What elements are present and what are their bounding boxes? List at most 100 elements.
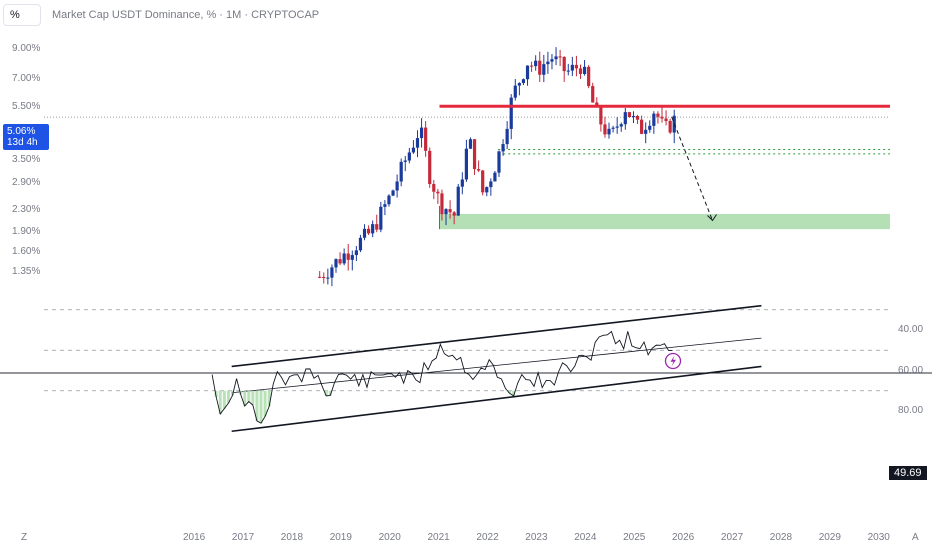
candle-body <box>452 212 456 216</box>
time-axis-label: 2028 <box>769 532 793 543</box>
candle-body <box>595 102 599 107</box>
candle-body <box>342 253 346 264</box>
candle-body <box>383 204 387 207</box>
candle-body <box>407 152 411 161</box>
candle-body <box>615 126 619 128</box>
candle-body <box>517 83 521 86</box>
candle-body <box>489 181 493 188</box>
candle-body <box>387 195 391 205</box>
candle-body <box>640 119 644 134</box>
candle-body <box>424 127 428 151</box>
candle-body <box>509 97 513 129</box>
candle-body <box>599 106 603 125</box>
candle-body <box>582 66 587 74</box>
candle-body <box>554 56 558 60</box>
chart-title: Market Cap USDT Dominance, % · 1M · CRYP… <box>52 9 320 21</box>
time-axis-label: 2020 <box>378 532 401 543</box>
candle-body <box>366 228 371 234</box>
candle-body <box>338 259 342 264</box>
candle-body <box>493 172 497 182</box>
rsi-channel-lower <box>231 304 762 368</box>
time-axis-label: 2026 <box>672 532 695 543</box>
candle-body <box>448 209 452 213</box>
candle-body <box>395 181 399 191</box>
current-price-value: 5.06% <box>7 126 36 137</box>
candle-body <box>603 124 607 135</box>
alert-bolt-glyph <box>670 355 676 367</box>
symbol-label: % <box>10 9 20 21</box>
rsi-channel-middle <box>231 337 762 394</box>
candle-body <box>607 128 611 135</box>
price-axis-label: 2.90% <box>12 176 41 188</box>
candle-body <box>497 151 501 173</box>
price-axis-label: 9.00% <box>12 43 41 55</box>
candle-body <box>652 113 656 126</box>
candle-body <box>419 127 424 139</box>
time-axis-label: 2029 <box>818 532 841 543</box>
candle-body <box>375 224 379 230</box>
time-axis-label: 2030 <box>867 532 890 543</box>
price-axis-label: 1.35% <box>12 266 41 278</box>
price-axis-label: 1.60% <box>12 246 41 258</box>
candle-body <box>546 61 550 65</box>
zoom-toggle[interactable]: Z <box>21 532 28 543</box>
candle-body <box>411 147 416 153</box>
candle-body <box>440 193 444 215</box>
candle-body <box>534 60 538 67</box>
candle-body <box>468 139 473 149</box>
rsi-channel-upper <box>231 365 762 433</box>
candle-body <box>444 209 448 215</box>
candle-body <box>415 138 420 148</box>
candle-body <box>432 184 436 192</box>
candle-body <box>627 112 631 118</box>
candle-body <box>656 113 660 117</box>
candle-body <box>334 259 338 268</box>
candle-body <box>648 125 652 130</box>
candle-body <box>460 179 464 187</box>
time-axis-label: 2022 <box>476 532 499 543</box>
candle-body <box>322 276 326 279</box>
time-axis-label: 2024 <box>574 532 597 543</box>
candle-body <box>350 255 354 260</box>
time-axis-label: 2018 <box>280 532 304 543</box>
rsi-axis-label: 40.00 <box>898 324 924 335</box>
candle-body <box>574 64 579 69</box>
time-axis-label: 2023 <box>525 532 548 543</box>
candle-body <box>358 237 363 251</box>
auto-scale-toggle[interactable]: A <box>912 532 919 543</box>
candle-body <box>371 224 375 234</box>
candle-body <box>570 64 574 71</box>
candle-body <box>505 128 509 145</box>
candle-body <box>326 277 330 279</box>
candle-body <box>550 59 554 62</box>
price-axis-label: 7.00% <box>12 73 41 84</box>
rsi-axis-label: 80.00 <box>898 405 924 416</box>
candle-body <box>477 169 481 171</box>
candle-body <box>538 60 542 75</box>
projection-arrow-head <box>707 214 717 222</box>
price-axis-label: 1.90% <box>12 226 41 238</box>
price-axis-label: 5.50% <box>12 101 41 113</box>
time-axis-label: 2017 <box>231 532 255 543</box>
candle-body <box>591 86 595 103</box>
candle-body <box>668 120 672 133</box>
rsi-value-badge: 49.69 <box>889 466 927 480</box>
time-axis-label: 2027 <box>720 532 744 543</box>
candle-body <box>379 206 383 230</box>
candle-body <box>578 68 583 74</box>
candle-body <box>660 116 664 119</box>
candle-body <box>513 85 517 98</box>
rsi-axis-label: 60.00 <box>898 364 924 376</box>
price-axis-label: 2.30% <box>12 203 41 215</box>
candle-body <box>566 70 570 72</box>
candle-body <box>635 115 640 120</box>
candle-body <box>562 56 566 72</box>
candle-body <box>464 148 468 180</box>
time-axis-label: 2016 <box>183 532 206 543</box>
candle-body <box>362 228 367 238</box>
candle-body <box>525 65 530 80</box>
symbol-search-box[interactable]: % <box>3 4 41 26</box>
candle-body <box>644 129 648 134</box>
